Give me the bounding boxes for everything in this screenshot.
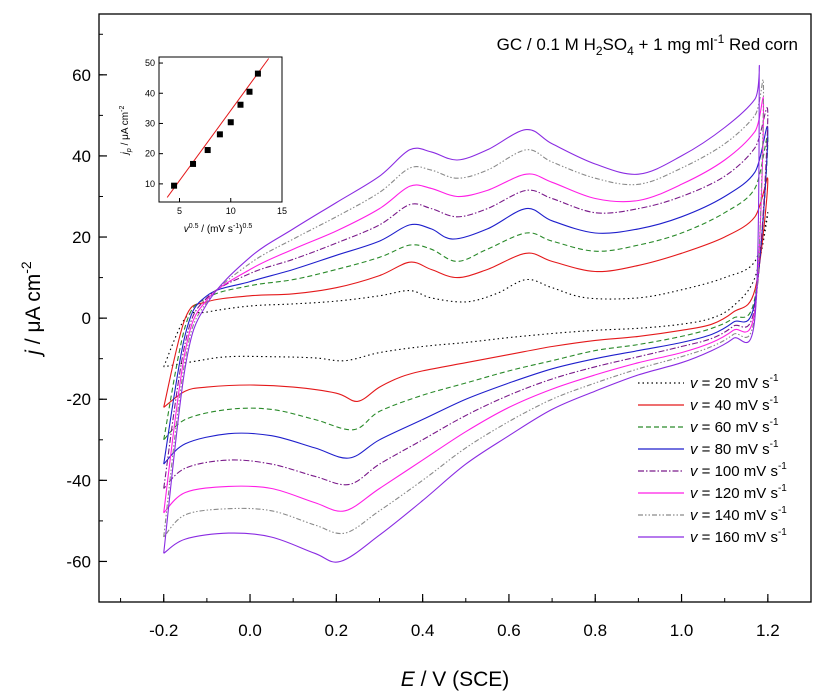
main-curves [163,65,769,563]
y-tick-label: 0 [82,309,91,328]
legend-label-40: v = 40 mV s-1 [690,395,779,414]
inset-y-tick-label: 40 [145,88,155,98]
inset-plot-frame [158,56,283,203]
inset-data-point [246,88,253,95]
inset-chart: 5 10 15 10 20 30 40 50 v0.5 / (mV s-1)0.5 jp / … [119,56,287,235]
y-tick-label: 40 [72,147,91,166]
y-tick-label: 60 [72,66,91,85]
chart-title: GC / 0.1 M H2SO4 + 1 mg ml-1 Red corn [497,32,798,58]
legend-label-100: v = 100 mV s-1 [690,461,787,480]
x-tick-label: 0.0 [238,621,262,640]
inset-y-axis-label: jp / μA cm-2 [119,106,133,157]
legend-label-140: v = 140 mV s-1 [690,505,787,524]
inset-y-tick-label: 10 [145,179,155,189]
y-tick-label: -40 [66,471,91,490]
inset-marks [166,58,270,198]
inset-fit-line [166,58,270,198]
inset-y-tick-label: 30 [145,118,155,128]
main-axes: -0.2 0.0 0.2 0.4 0.6 0.8 1.0 1.2 -60 -40 -20 0 20 40 6… [66,33,780,640]
inset-axes: 5 10 15 10 20 30 40 50 [145,58,287,216]
x-tick-label: 0.4 [411,621,435,640]
inset-data-point [171,182,178,189]
x-axis-label: E / V (SCE) [401,668,510,691]
y-axis-label: j / μA cm-2 [18,261,45,358]
inset-data-point [216,131,223,138]
series-line-80 [163,125,769,465]
x-tick-label: 1.2 [756,621,780,640]
x-tick-label: -0.2 [149,621,178,640]
y-tick-label: -20 [66,390,91,409]
y-tick-label: 20 [72,228,91,247]
legend: v = 20 mV s-1 v = 40 mV s-1 v = 60 mV s-1 v… [638,373,787,546]
x-tick-label: 0.2 [325,621,349,640]
inset-data-point [237,101,244,108]
inset-data-point [204,147,211,154]
inset-x-axis-label: v0.5 / (mV s-1)0.5 [184,223,253,235]
inset-x-tick-label: 10 [226,206,236,216]
x-tick-label: 0.8 [583,621,607,640]
inset-data-point [190,160,197,167]
legend-label-80: v = 80 mV s-1 [690,439,779,458]
y-tick-label: -60 [66,552,91,571]
legend-label-60: v = 60 mV s-1 [690,417,779,436]
series-line-160 [163,65,760,563]
series-line-120 [163,96,765,514]
inset-x-tick-label: 5 [177,206,182,216]
legend-label-20: v = 20 mV s-1 [690,373,779,392]
main-plot-frame [98,13,812,603]
series-line-40 [163,177,769,408]
series-line-60 [163,135,769,441]
series-line-20 [163,212,769,368]
inset-data-point [227,119,234,126]
legend-label-120: v = 120 mV s-1 [690,483,787,502]
series-line-100 [163,107,769,489]
x-tick-label: 0.6 [497,621,521,640]
series-line-140 [163,79,765,538]
inset-data-point [254,70,261,77]
x-tick-label: 1.0 [670,621,694,640]
legend-label-160: v = 160 mV s-1 [690,527,787,546]
inset-x-tick-label: 15 [277,206,287,216]
inset-y-tick-label: 50 [145,58,155,68]
inset-y-tick-label: 20 [145,149,155,159]
